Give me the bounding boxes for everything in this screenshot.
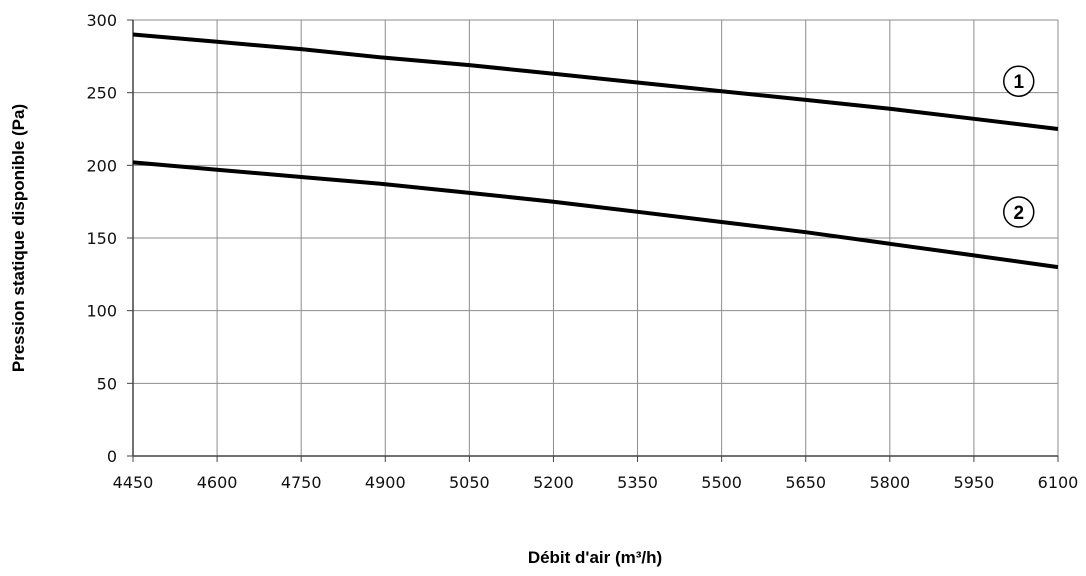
x-tick-label-2: 4750 xyxy=(281,473,322,492)
y-tick-label-1: 50 xyxy=(97,374,117,393)
series-label-circle-1 xyxy=(1003,65,1035,97)
series-line-1 xyxy=(132,32,1059,131)
series-line-2 xyxy=(132,160,1059,270)
series-lines xyxy=(132,32,1059,270)
series-label-2: 2 xyxy=(1013,203,1024,224)
x-tick-label-4: 5050 xyxy=(449,473,490,492)
y-tick-label-4: 200 xyxy=(86,156,117,175)
series-label-circle-2 xyxy=(1003,196,1035,228)
axes xyxy=(127,19,1059,462)
x-tick-label-1: 4600 xyxy=(197,473,238,492)
x-tick-label-9: 5800 xyxy=(869,473,910,492)
x-axis-tick-labels: 4450 4600 4750 4900 5050 5200 5350 5500 5650 5800… xyxy=(113,473,1079,492)
x-tick-label-3: 4900 xyxy=(365,473,406,492)
x-tick-label-10: 5950 xyxy=(954,473,995,492)
x-tick-label-0: 4450 xyxy=(113,473,154,492)
y-tick-label-0: 0 xyxy=(107,447,117,466)
series-label-1: 1 xyxy=(1013,72,1024,93)
y-tick-label-3: 150 xyxy=(86,229,117,248)
y-tick-label-6: 300 xyxy=(86,11,117,30)
x-tick-label-11: 6100 xyxy=(1038,473,1079,492)
y-axis-title: Pression statique disponible (Pa) xyxy=(9,104,28,372)
x-tick-label-6: 5350 xyxy=(617,473,658,492)
x-tick-label-7: 5500 xyxy=(701,473,742,492)
x-tick-label-5: 5200 xyxy=(533,473,574,492)
y-axis-tick-labels: 0 50 100 150 200 250 300 xyxy=(86,11,117,466)
x-axis-title: Débit d'air (m³/h) xyxy=(528,548,662,567)
x-tick-label-8: 5650 xyxy=(785,473,826,492)
y-tick-label-2: 100 xyxy=(86,302,117,321)
y-tick-label-5: 250 xyxy=(86,84,117,103)
series-labels: 12 xyxy=(1003,65,1035,228)
